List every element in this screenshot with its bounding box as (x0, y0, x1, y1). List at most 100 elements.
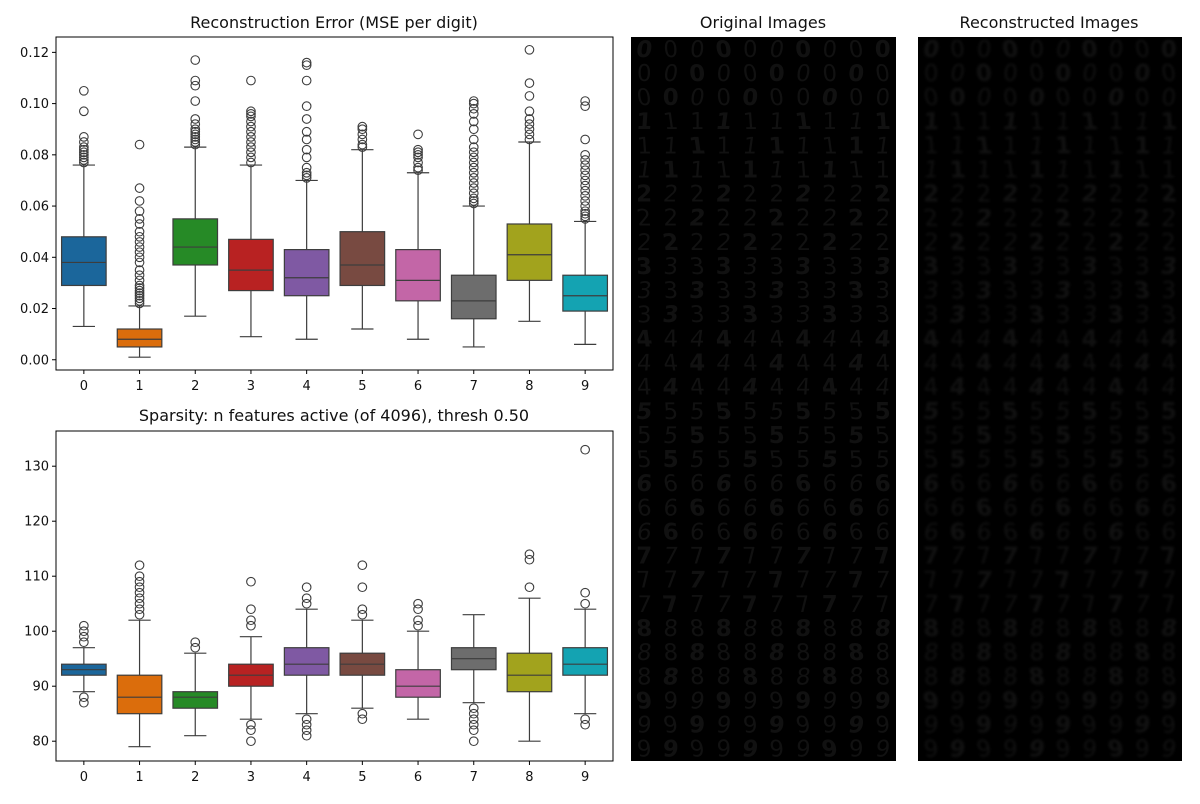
reconstructed-digit-image: 5 (1082, 447, 1097, 473)
outlier-point (190, 96, 201, 106)
outlier-point (468, 96, 479, 106)
original-digit-image: 3 (635, 254, 653, 280)
original-digit-image: 7 (769, 544, 784, 570)
outlier-point (468, 103, 479, 114)
original-digit-image: 2 (875, 230, 891, 256)
original-digit-image: 9 (688, 737, 706, 763)
reconstructed-digit-image: 4 (921, 326, 941, 352)
original-digit-image: 2 (715, 230, 733, 256)
reconstructed-digit-image: 1 (948, 109, 966, 135)
original-digit-image: 6 (662, 471, 680, 497)
reconstructed-digit-image: 7 (1161, 592, 1177, 618)
original-digit-image: 6 (716, 495, 731, 521)
original-digit-image: 8 (767, 640, 787, 666)
iqr-box (283, 249, 330, 297)
reconstructed-digit-image: 0 (1108, 37, 1124, 63)
outlier-point (246, 604, 256, 615)
reconstructed-digit-image: 1 (1081, 157, 1097, 183)
x-tick-label: 7 (470, 770, 478, 785)
outlier-point (78, 155, 89, 165)
outlier-point (78, 85, 89, 96)
outlier-point (134, 219, 145, 229)
reconstructed-digit-image: 4 (950, 326, 965, 352)
original-digit-image: 0 (741, 61, 759, 87)
reconstructed-digit-image: 1 (1054, 158, 1072, 184)
reconstructed-digit-image: 9 (1080, 713, 1098, 739)
reconstructed-digit-image: 8 (922, 616, 940, 642)
y-tick-label: 120 (24, 515, 49, 530)
original-digit-image: 0 (820, 85, 840, 111)
original-digit-image: 3 (873, 254, 893, 280)
original-digit-image: 0 (716, 85, 732, 111)
outlier-point (190, 134, 201, 145)
original-digit-image: 3 (716, 254, 732, 280)
reconstructed-digit-image: 3 (922, 254, 940, 280)
box-digit-0 (60, 85, 107, 328)
original-digit-image: 9 (795, 737, 811, 763)
reconstructed-digit-image: 4 (975, 326, 993, 352)
reconstructed-digit-image: 1 (1080, 109, 1100, 135)
outlier-point (134, 598, 145, 609)
reconstructed-digit-image: 2 (1055, 230, 1071, 256)
reconstructed-digit-image: 9 (976, 713, 992, 739)
reconstructed-digit-image: 8 (1133, 640, 1153, 666)
reconstructed-digit-image: 8 (1108, 640, 1124, 666)
original-digit-image: 3 (822, 278, 838, 304)
reconstructed-digit-image: 5 (1055, 423, 1071, 449)
original-digit-image: 1 (716, 133, 731, 159)
reconstructed-digit-image: 7 (1028, 544, 1046, 570)
original-digit-image: 5 (822, 423, 838, 449)
reconstructed-digit-image: 8 (1030, 640, 1045, 666)
outlier-point (134, 275, 145, 286)
reconstructed-digit-image: 1 (1134, 133, 1150, 159)
original-digit-image: 9 (874, 688, 892, 714)
iqr-box (395, 669, 441, 698)
reconstructed-digit-image: 6 (1055, 471, 1071, 497)
original-digit-image: 0 (874, 61, 892, 87)
outlier-point (78, 149, 89, 160)
reconstructed-digit-image: 2 (1056, 182, 1071, 208)
outlier-point (468, 183, 479, 193)
original-digit-image: 5 (637, 423, 652, 449)
original-digit-image: 0 (741, 85, 759, 111)
outlier-point (246, 106, 256, 117)
reconstructed-digit-image: 4 (976, 351, 992, 377)
original-digit-image: 2 (847, 230, 865, 256)
outlier-point (246, 152, 256, 163)
box-digit-9 (562, 96, 609, 345)
outlier-point (78, 147, 89, 158)
original-digit-image: 9 (822, 713, 837, 739)
reconstructed-digit-image: 5 (1106, 447, 1126, 473)
reconstructed-digit-image: 1 (922, 109, 940, 135)
outlier-point (468, 134, 479, 145)
original-digit-image: 1 (769, 109, 785, 135)
reconstructed-digit-image: 6 (922, 520, 940, 546)
outlier-point (301, 598, 312, 609)
outlier-point (301, 60, 312, 71)
reconstructed-digit-image: 4 (1054, 351, 1072, 377)
reconstructed-digit-image: 7 (1134, 568, 1152, 594)
original-digit-image: 2 (767, 206, 787, 232)
original-digit-image: 2 (794, 230, 812, 256)
original-digit-image: 5 (847, 399, 865, 425)
outlier-point (134, 560, 145, 571)
reconstructed-digit-image: 5 (948, 423, 966, 449)
original-digit-image: 1 (662, 157, 680, 183)
outlier-point (580, 165, 591, 176)
outlier-point (524, 78, 535, 88)
reconstructed-digit-image: 2 (974, 206, 994, 232)
reconstructed-digit-image: 3 (1028, 254, 1046, 280)
original-digit-image: 5 (848, 447, 864, 473)
reconstructed-digit-image: 7 (923, 544, 939, 570)
reconstructed-digit-image: 8 (1159, 616, 1179, 642)
reconstructed-digit-image: 6 (1081, 495, 1097, 521)
original-digit-image: 2 (742, 206, 758, 232)
reconstructed-digit-image: 4 (1160, 375, 1178, 401)
reconstructed-digit-image: 3 (1081, 254, 1099, 280)
original-digit-image: 0 (634, 37, 654, 63)
original-digit-image: 5 (688, 423, 706, 449)
outlier-point (78, 157, 89, 168)
original-digit-image: 1 (821, 157, 839, 183)
outlier-point (524, 114, 535, 124)
reconstructed-digit-image: 8 (1134, 664, 1150, 690)
